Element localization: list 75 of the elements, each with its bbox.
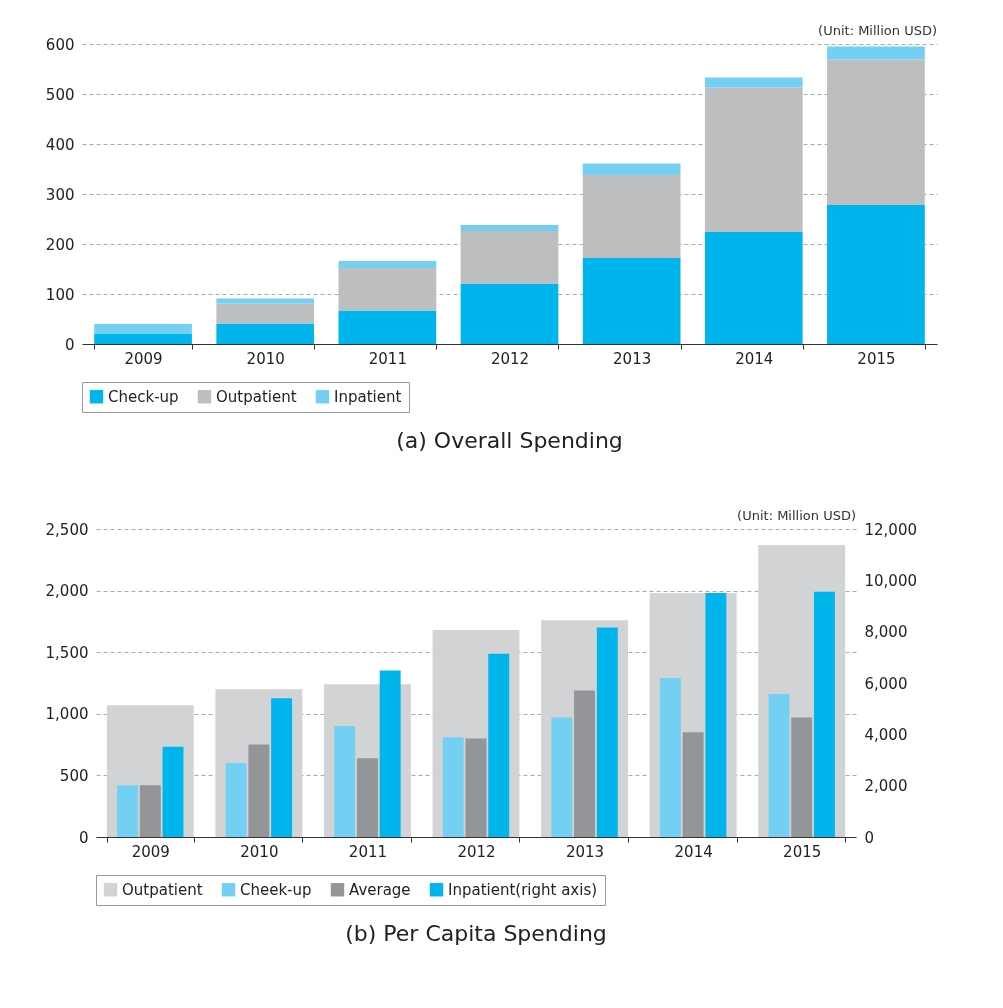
text: (Unit: Million USD)	[737, 508, 856, 523]
y-tick-label: 100	[45, 285, 75, 304]
y-tick-label: 2,500	[45, 520, 89, 539]
y2-tick-label: 2,000	[864, 777, 908, 796]
bar	[827, 46, 925, 60]
bar	[338, 268, 437, 311]
bar	[460, 225, 559, 231]
x-tick-label: 2013	[565, 842, 605, 861]
legend-label: Inpatient	[334, 387, 402, 406]
bar	[827, 59, 925, 205]
bar	[338, 310, 437, 344]
bar	[334, 726, 356, 837]
y-tick-label: 400	[45, 135, 75, 154]
text: (Unit: Million USD)	[818, 23, 937, 38]
bar	[216, 303, 315, 324]
legend-label: Inpatient(right axis)	[448, 880, 598, 899]
bar	[827, 205, 925, 344]
x-tick-label: 2015	[783, 842, 822, 861]
bar	[460, 231, 559, 284]
x-tick-label: 2011	[368, 349, 407, 368]
y2-tick-label: 6,000	[864, 674, 908, 693]
x-tick-label: 2012	[457, 842, 496, 861]
x-tick-label: 2010	[246, 349, 285, 368]
y-tick-label: 0	[78, 828, 89, 847]
y2-tick-label: 4,000	[864, 725, 908, 744]
y-tick-label: 300	[45, 185, 75, 204]
bar	[582, 258, 681, 344]
bar	[94, 324, 192, 334]
legend-label: Check-up	[108, 387, 179, 406]
x-tick-label: 2010	[240, 842, 279, 861]
bar	[94, 334, 192, 344]
y2-tick-label: 12,000	[864, 520, 917, 539]
y-tick-label: 500	[59, 766, 89, 785]
legend-label: Average	[349, 880, 411, 899]
x-tick-label: 2011	[348, 842, 388, 861]
y-tick-label: 2,000	[45, 582, 89, 601]
y-tick-label: 600	[45, 35, 75, 54]
y-tick-label: 500	[45, 85, 75, 104]
bar	[704, 232, 803, 344]
y-tick-label: 1,000	[45, 705, 89, 724]
bar	[813, 591, 835, 837]
bar	[379, 670, 401, 837]
x-tick-label: 2009	[131, 842, 170, 861]
bar	[704, 87, 803, 232]
bar	[551, 717, 573, 837]
bar	[768, 694, 790, 837]
bar	[338, 261, 437, 268]
legend-label: Outpatient	[216, 387, 297, 406]
x-tick-label: 2015	[857, 349, 896, 368]
x-tick-label: 2014	[735, 349, 774, 368]
x-tick-label: 2014	[674, 842, 713, 861]
bar	[704, 77, 803, 88]
x-tick-label: 2012	[490, 349, 530, 368]
bar	[582, 175, 681, 258]
y-tick-label: 0	[64, 335, 75, 354]
y2-tick-label: 8,000	[864, 623, 908, 642]
legend-label: Outpatient	[122, 880, 203, 899]
y2-tick-label: 0	[864, 828, 875, 847]
y2-tick-label: 10,000	[864, 571, 917, 590]
bar	[705, 592, 727, 837]
bar	[460, 284, 559, 344]
text: (b) Per Capita Spending	[345, 920, 607, 946]
bar	[659, 678, 681, 837]
text: (a) Overall Spending	[396, 427, 623, 453]
bar	[216, 323, 315, 344]
bar	[216, 298, 315, 304]
x-tick-label: 2013	[613, 349, 652, 368]
x-tick-label: 2009	[124, 349, 163, 368]
y-tick-label: 1,500	[45, 643, 89, 662]
bar	[117, 785, 139, 837]
bar	[442, 737, 464, 837]
bar	[582, 163, 681, 175]
legend-label: Cheek-up	[240, 880, 312, 899]
bar	[225, 763, 247, 837]
y-tick-label: 200	[45, 235, 75, 254]
